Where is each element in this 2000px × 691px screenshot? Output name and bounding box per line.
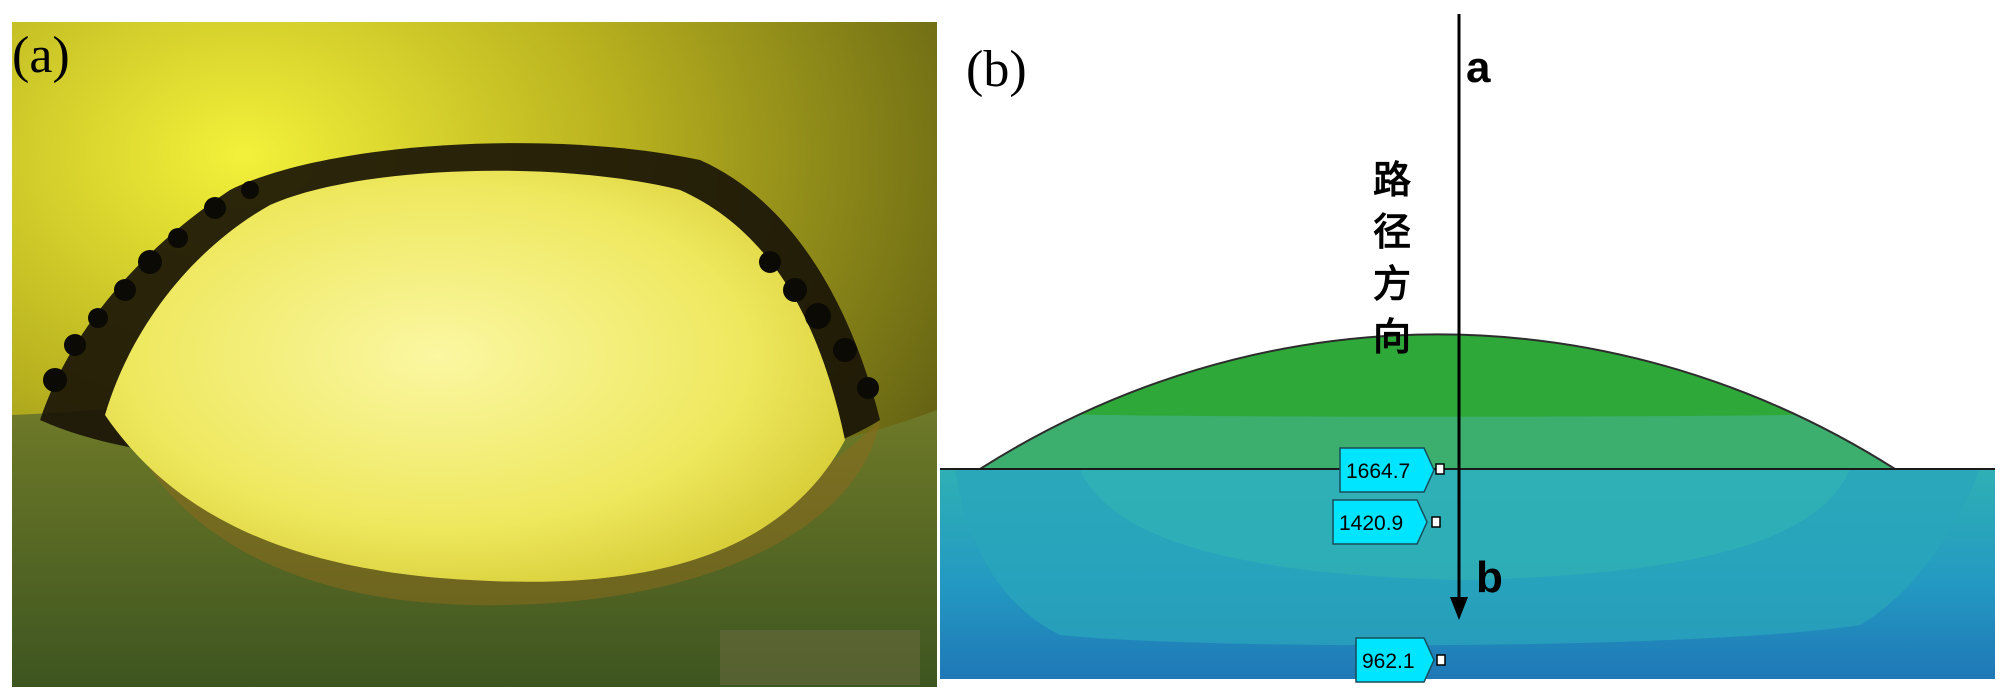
band-5 [975,225,1900,323]
value-tag-2-marker [1431,516,1441,528]
path-direction-label: 路 径 方 向 [1373,158,1412,359]
value-tag-1-text: 1664.7 [1346,460,1410,483]
band-3 [975,115,1900,179]
substrate-core-band [1080,469,1850,580]
value-tag-1-box [1339,447,1435,493]
value-tag-3-box [1355,637,1435,683]
band-2 [975,60,1900,122]
value-tag-2: 1420.9 [1332,499,1441,545]
panel-b: a b 路 径 方 向 1664.7 1420.9 962.1 (b) [940,5,1995,683]
value-tag-1: 1664.7 [1339,447,1445,493]
band-4 [975,170,1900,237]
value-tag-3-text: 962.1 [1362,650,1415,673]
path-label-char-2: 径 [1373,210,1411,254]
path-label-char-1: 路 [1373,158,1412,202]
value-tag-3: 962.1 [1355,637,1446,683]
point-a-label: a [1466,43,1491,92]
path-arrow-head [1450,597,1468,620]
value-tag-2-text: 1420.9 [1339,512,1403,535]
value-tag-3-marker [1436,654,1446,666]
panel-a: (a) [12,22,937,687]
micrograph-scale-blur [720,630,920,685]
panel-b-label: (b) [966,41,1027,98]
path-label-char-4: 向 [1373,315,1411,359]
band-top [975,5,1900,67]
weld-dome [975,5,1900,469]
micrograph-weld-bead [105,170,845,582]
value-tag-1-marker [1435,463,1445,475]
point-b-label: b [1476,553,1503,602]
path-label-char-3: 方 [1373,262,1411,306]
panel-a-label: (a) [12,27,70,84]
weld-dome-outline [979,333,1896,470]
value-tag-2-box [1332,499,1428,545]
micrograph-spatter-beads [43,181,879,399]
